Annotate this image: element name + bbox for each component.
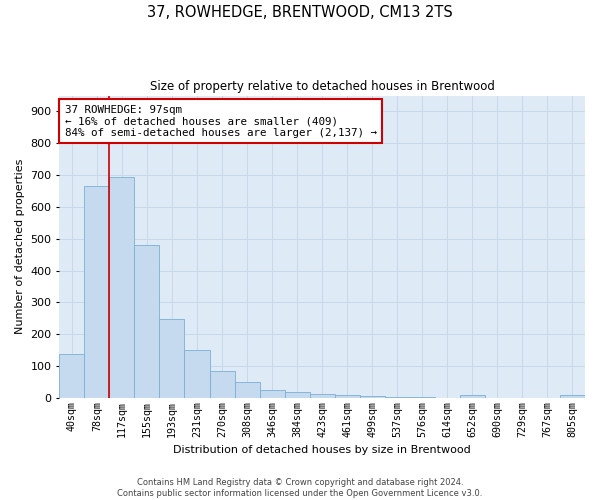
Title: Size of property relative to detached houses in Brentwood: Size of property relative to detached ho… (150, 80, 494, 93)
Bar (235, 382, 260, 398)
Bar (560, 396, 585, 398)
Text: 37, ROWHEDGE, BRENTWOOD, CM13 2TS: 37, ROWHEDGE, BRENTWOOD, CM13 2TS (147, 5, 453, 20)
X-axis label: Distribution of detached houses by size in Brentwood: Distribution of detached houses by size … (173, 445, 471, 455)
Text: Contains HM Land Registry data © Crown copyright and database right 2024.
Contai: Contains HM Land Registry data © Crown c… (118, 478, 482, 498)
Y-axis label: Number of detached properties: Number of detached properties (15, 159, 25, 334)
Bar (284, 392, 310, 398)
Bar (209, 371, 235, 398)
Bar (184, 350, 209, 398)
Bar (310, 394, 335, 398)
Bar (335, 394, 360, 398)
Bar (160, 319, 184, 398)
Bar (59, 354, 85, 398)
Bar (410, 397, 435, 398)
Bar (460, 396, 485, 398)
Bar (360, 396, 385, 398)
Bar (134, 245, 160, 398)
Text: 37 ROWHEDGE: 97sqm
← 16% of detached houses are smaller (409)
84% of semi-detach: 37 ROWHEDGE: 97sqm ← 16% of detached hou… (65, 104, 377, 138)
Bar (109, 178, 134, 398)
Bar (385, 396, 410, 398)
Bar (260, 390, 284, 398)
Bar (85, 186, 109, 398)
